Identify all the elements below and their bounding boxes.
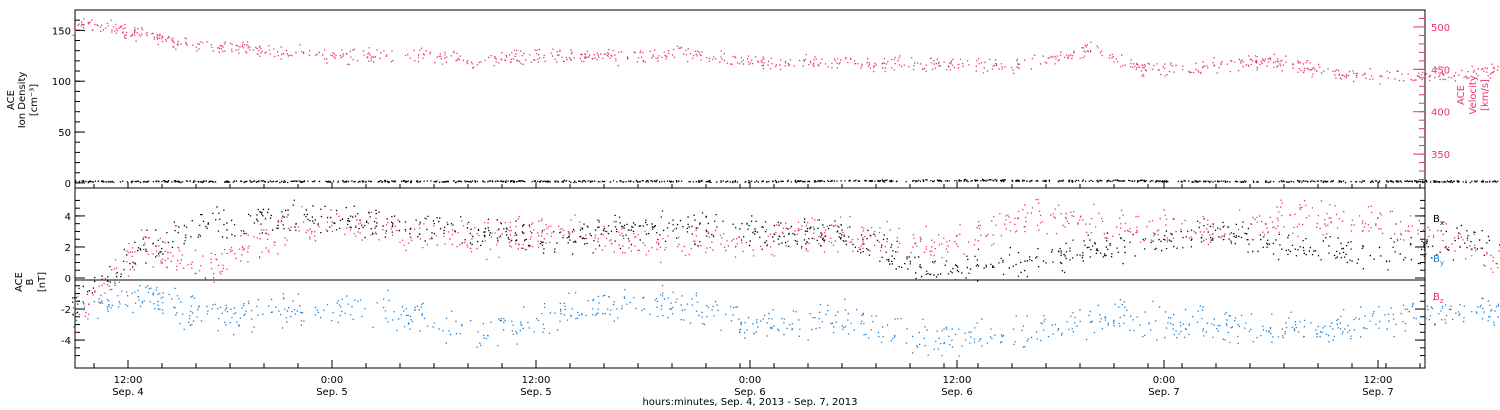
top-panel-frame <box>74 9 1426 189</box>
x-tick-date: Sep. 5 <box>520 387 552 398</box>
x-tick-time: 0:00 <box>321 375 343 386</box>
by-series-dots <box>72 279 1500 357</box>
x-tick-date: Sep. 5 <box>316 387 348 398</box>
top-left-tick-label: 100 <box>52 77 71 88</box>
velocity-series <box>72 18 1499 85</box>
x-tick-time: 12:00 <box>1364 375 1393 386</box>
top-right-tick-label: 400 <box>1431 108 1450 119</box>
x-tick-date: Sep. 4 <box>112 387 144 398</box>
x-tick-date: Sep. 7 <box>1362 387 1394 398</box>
x-tick-time: 12:00 <box>943 375 972 386</box>
bottom-panel-frame <box>74 187 1426 369</box>
top-left-tick-label: 0 <box>65 179 71 190</box>
top-right-tick-label: 450 <box>1431 65 1450 76</box>
bx-series-dots <box>72 199 1500 315</box>
bottom-ylabel-line3: [nT] <box>37 272 48 292</box>
by-series <box>72 279 1500 357</box>
legend: Bx By Bz <box>1433 214 1444 305</box>
density-series-dots <box>74 178 1499 184</box>
top-right-ylabel-line1: ACE <box>1456 85 1467 105</box>
velocity-series-dots <box>72 18 1499 85</box>
density-series <box>74 178 1499 184</box>
bottom-tick-label: -2 <box>61 305 71 316</box>
x-tick-time: 0:00 <box>1153 375 1175 386</box>
top-right-ylabel-line2: Velocity <box>1468 75 1479 114</box>
data-marks <box>72 18 1500 357</box>
x-tick-time: 0:00 <box>739 375 761 386</box>
top-left-ylabel-line1: ACE <box>6 90 17 110</box>
x-axis-title: hours:minutes, Sep. 4, 2013 - Sep. 7, 20… <box>642 397 857 408</box>
bx-series <box>72 199 1500 315</box>
top-right-tick-label: 350 <box>1431 150 1450 161</box>
x-tick-date: Sep. 7 <box>1148 387 1180 398</box>
legend-bx: Bx <box>1433 214 1444 227</box>
legend-by: By <box>1433 254 1444 267</box>
top-left-ylabel-line2: Ion Density <box>17 72 28 129</box>
bottom-tick-label: -4 <box>61 336 71 347</box>
x-tick-time: 12:00 <box>114 375 143 386</box>
top-left-tick-label: 150 <box>52 26 71 37</box>
x-tick-date: Sep. 6 <box>734 387 766 398</box>
top-right-tick-label: 500 <box>1431 23 1450 34</box>
bottom-ylabel-line1: ACE <box>14 272 25 292</box>
x-tick-date: Sep. 6 <box>941 387 973 398</box>
top-left-tick-label: 50 <box>58 128 71 139</box>
legend-bz: Bz <box>1433 292 1444 305</box>
bottom-tick-label: 2 <box>65 243 71 254</box>
bottom-ylabel-line2: B <box>25 278 36 285</box>
top-right-ylabel-line3: [km/s] <box>1480 79 1491 111</box>
top-left-ylabel-line3: [cm⁻³] <box>29 84 40 116</box>
bottom-tick-label: 0 <box>65 274 71 285</box>
bottom-tick-label: 4 <box>65 212 71 223</box>
x-tick-time: 12:00 <box>522 375 551 386</box>
